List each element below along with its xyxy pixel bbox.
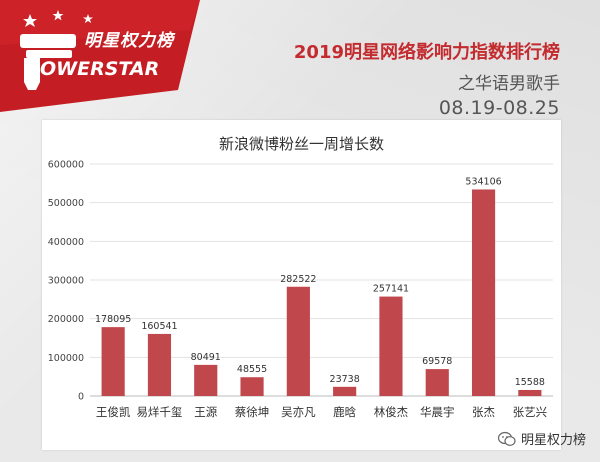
bar	[425, 369, 449, 396]
bar	[286, 286, 310, 396]
y-tick-label: 300000	[48, 276, 84, 287]
data-label: 534106	[465, 176, 501, 187]
star-icon	[52, 10, 64, 21]
y-tick-label: 400000	[48, 237, 84, 248]
x-tick-label: 蔡徐坤	[235, 405, 269, 419]
page-subtitle: 之华语男歌手	[458, 74, 560, 94]
bar	[147, 333, 172, 396]
x-tick-label: 王俊凯	[96, 405, 131, 419]
y-tick-label: 0	[78, 392, 84, 403]
x-tick-label: 张艺兴	[513, 405, 548, 419]
data-label: 178095	[95, 314, 131, 325]
chart-card: 新浪微博粉丝一周增长数 0 100000 200000 300000 400000 5000…	[42, 120, 561, 450]
data-label: 80491	[191, 352, 221, 363]
data-label: 160541	[141, 321, 177, 332]
watermark: 明星权力榜	[497, 429, 586, 448]
y-tick-label: 500000	[48, 198, 84, 209]
wechat-icon	[497, 431, 516, 446]
y-tick-label: 200000	[48, 314, 84, 325]
data-label: 23738	[330, 374, 360, 385]
page-title: 2019明星网络影响力指数排行榜	[293, 42, 560, 63]
header-logo-banner	[0, 0, 200, 112]
star-icon	[23, 14, 37, 27]
data-label: 282522	[280, 274, 316, 285]
y-tick-label: 100000	[48, 353, 84, 364]
chart-title: 新浪微博粉丝一周增长数	[219, 135, 384, 153]
logo-chinese-text: 明星权力榜	[84, 31, 174, 51]
x-tick-label: 张杰	[472, 405, 495, 419]
bar	[240, 377, 264, 396]
x-tick-label: 鹿晗	[333, 405, 356, 419]
x-tick-label: 华晨宇	[420, 405, 455, 419]
data-label: 69578	[422, 356, 452, 367]
bar	[194, 364, 218, 396]
watermark-label: 明星权力榜	[520, 433, 586, 448]
bar	[101, 327, 125, 396]
data-label: 257141	[373, 284, 409, 295]
date-range: 08.19-08.25	[438, 97, 560, 119]
logo-english-text: OWERSTAR	[40, 58, 160, 80]
bar	[333, 386, 357, 396]
y-tick-label: 600000	[48, 160, 84, 171]
data-label: 48555	[237, 364, 267, 375]
x-tick-label: 易烊千玺	[136, 405, 182, 419]
star-icon	[83, 14, 93, 24]
bar-chart: 新浪微博粉丝一周增长数 0 100000 200000 300000 400000 5000…	[48, 135, 553, 419]
bar	[379, 296, 403, 396]
header-title-block: 2019明星网络影响力指数排行榜 之华语男歌手 08.19-08.25	[294, 38, 560, 119]
bar	[518, 389, 542, 396]
x-tick-label: 王源	[194, 405, 217, 419]
bar	[471, 189, 496, 396]
x-tick-label: 吴亦凡	[281, 405, 316, 419]
data-label: 15588	[515, 377, 545, 388]
x-tick-label: 林俊杰	[374, 405, 409, 419]
